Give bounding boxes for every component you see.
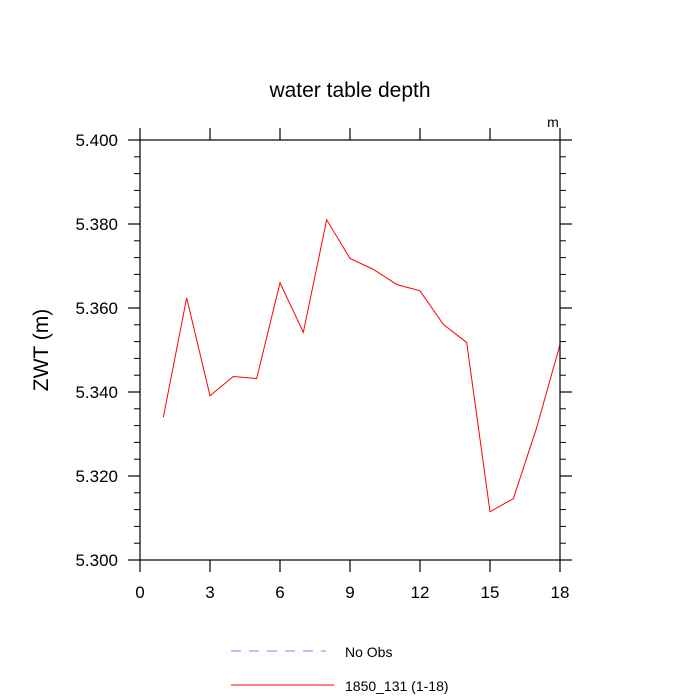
y-axis-label: ZWT (m)	[30, 309, 53, 391]
chart-title: water table depth	[268, 79, 430, 102]
x-tick-label: 12	[411, 583, 430, 602]
series-lines	[162, 218, 561, 513]
x-tick-label: 3	[205, 583, 214, 602]
legend-label: 1850_131 (1-18)	[345, 678, 449, 694]
y-tick-label: 5.400	[75, 131, 118, 150]
y-tick-label: 5.340	[75, 383, 118, 402]
axis-ticks	[128, 128, 572, 572]
x-tick-label: 15	[481, 583, 500, 602]
y-tick-label: 5.300	[75, 551, 118, 570]
legend-label: No Obs	[345, 644, 392, 660]
series-line-1	[162, 218, 561, 513]
y-tick-label: 5.360	[75, 299, 118, 318]
x-tick-label: 6	[275, 583, 284, 602]
x-tick-label: 0	[135, 583, 144, 602]
plot-frame	[139, 139, 561, 561]
x-tick-label: 9	[345, 583, 354, 602]
y-tick-label: 5.320	[75, 467, 118, 486]
units-label: m	[547, 114, 559, 130]
y-tick-label: 5.380	[75, 215, 118, 234]
axis-tick-labels: 0 3 6 9 12 15 18 5.300 5.320 5.340 5.360 5.380 5.400	[75, 131, 569, 602]
legend: No Obs 1850_131 (1-18)	[231, 644, 449, 694]
x-tick-label: 18	[551, 583, 570, 602]
